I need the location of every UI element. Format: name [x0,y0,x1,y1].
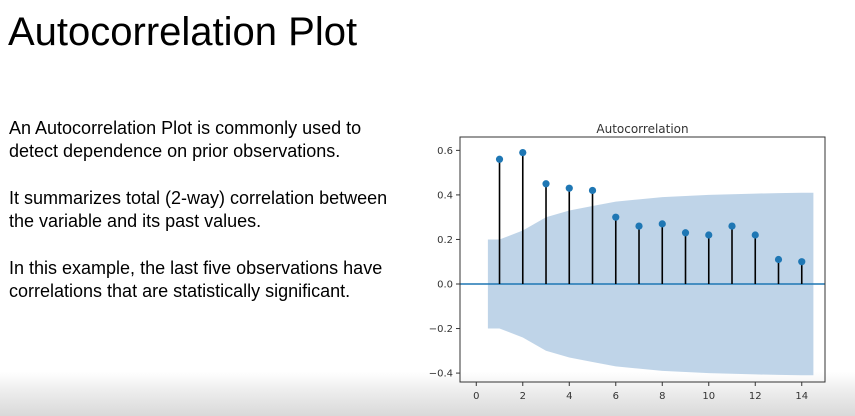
point-lag-12 [751,231,759,239]
points-layer [495,148,806,266]
slide-title: Autocorrelation Plot [8,10,358,54]
paragraph-purpose: An Autocorrelation Plot is commonly used… [9,118,362,161]
x-tick-label: 4 [566,391,572,402]
x-tick-label: 8 [659,391,665,402]
chart-title: Autocorrelation [596,122,688,136]
x-axis: 0 2 4 6 8 10 12 14 [473,382,808,402]
point-lag-10 [705,231,713,239]
point-lag-3 [542,180,550,188]
point-lag-7 [635,222,643,230]
x-tick-label: 2 [520,391,526,402]
stems-layer [498,152,803,284]
x-tick-label: 6 [613,391,619,402]
y-tick-label: 0.6 [437,146,453,157]
autocorrelation-chart: Autocorrelation 0 2 4 6 8 10 12 14 0.6 0.4 0.2 0.0… [429,122,826,402]
point-lag-5 [588,186,597,195]
x-tick-label: 0 [473,391,479,402]
point-lag-8 [658,220,666,228]
x-tick-label: 12 [749,391,762,402]
paragraph-example: In this example, the last five observati… [9,258,383,301]
plot-frame [459,136,826,383]
slide-body: An Autocorrelation Plot is commonly used… [9,117,389,327]
y-tick-label: −0.2 [429,324,453,335]
point-lag-1 [495,155,504,163]
y-tick-label: 0.2 [437,235,453,246]
point-lag-11 [728,222,736,230]
y-axis: 0.6 0.4 0.2 0.0 −0.2 −0.4 [429,146,460,380]
y-tick-label: 0.4 [437,190,453,201]
y-tick-label: −0.4 [429,369,453,380]
point-lag-14 [798,258,806,266]
point-lag-2 [519,148,527,157]
x-tick-label: 10 [702,391,715,402]
point-lag-9 [681,229,690,237]
point-lag-13 [774,255,783,264]
x-tick-label: 14 [795,391,808,402]
y-tick-label: 0.0 [437,280,453,291]
point-lag-4 [565,184,573,192]
paragraph-summary: It summarizes total (2-way) correlation … [9,188,388,231]
point-lag-6 [612,213,620,221]
